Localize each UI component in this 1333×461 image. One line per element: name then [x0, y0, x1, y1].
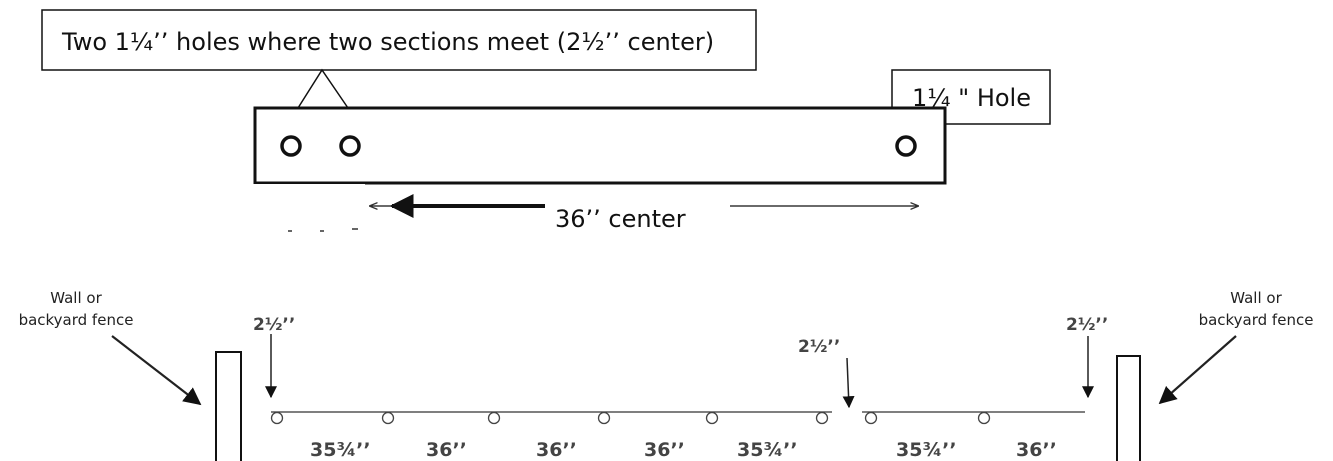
image-mask — [225, 184, 365, 234]
post-hole-4 — [597, 411, 611, 425]
span-label-4: 36’’ — [644, 439, 685, 461]
offset-label-middle: 2½’’ — [798, 337, 840, 357]
post-hole-7 — [864, 411, 878, 425]
wall-left-label-line2: backyard fence — [19, 311, 134, 329]
section-detail: Two 1¼’’ holes where two sections meet (… — [41, 9, 1051, 234]
leader-double-holes — [297, 68, 349, 109]
offset-arrow-middle — [842, 357, 855, 409]
post-hole-1 — [270, 411, 284, 425]
span-label-5: 35¾’’ — [737, 439, 798, 461]
post-hole-2 — [381, 411, 395, 425]
span-label-1: 35¾’’ — [310, 439, 371, 461]
offset-label-right: 2½’’ — [1066, 315, 1108, 335]
callout-double-holes-text: Two 1¼’’ holes where two sections meet (… — [61, 28, 714, 56]
wall-post-right — [1116, 355, 1141, 461]
hole-right — [895, 135, 917, 157]
hole-left-2 — [339, 135, 361, 157]
span-label-7: 36’’ — [1016, 439, 1057, 461]
wall-left-arrow — [111, 335, 202, 406]
hole-left-1 — [280, 135, 302, 157]
installation-layout: Wall or backyard fence Wall or backyard … — [19, 289, 1314, 461]
wall-right-label-line2: backyard fence — [1199, 311, 1314, 329]
center-distance-label: 36’’ center — [555, 205, 686, 233]
callout-box-double-holes — [41, 9, 757, 71]
beam-section — [253, 106, 947, 185]
wall-post-left — [215, 351, 242, 461]
span-label-6: 35¾’’ — [896, 439, 957, 461]
span-label-2: 36’’ — [426, 439, 467, 461]
wall-right-label-line1: Wall or — [1230, 289, 1282, 307]
span-label-3: 36’’ — [536, 439, 577, 461]
post-hole-3 — [487, 411, 501, 425]
post-hole-8 — [977, 411, 991, 425]
post-hole-5 — [705, 411, 719, 425]
post-hole-6 — [815, 411, 829, 425]
wall-left-label-line1: Wall or — [50, 289, 102, 307]
wall-right-arrow — [1158, 335, 1237, 405]
offset-label-left: 2½’’ — [253, 315, 295, 335]
